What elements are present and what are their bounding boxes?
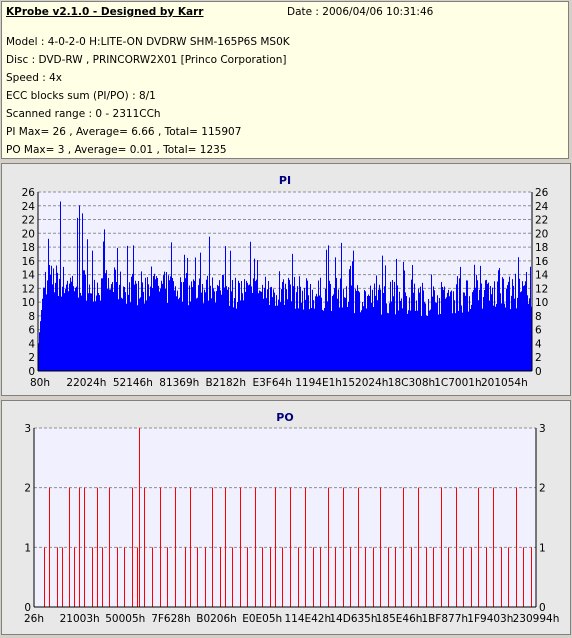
x-tick-label: 114E42h bbox=[284, 613, 331, 625]
x-tick-label: 50005h bbox=[105, 613, 145, 625]
po-chart: PO 0 0 1 1 2 2 3 3 26h 21003h 50005h 7F628h B0206h E0E… bbox=[24, 411, 560, 625]
x-tick-label: E3F64h bbox=[252, 377, 291, 389]
x-tick-label: B0206h bbox=[196, 613, 237, 625]
y-tick-label-left: 12 bbox=[22, 283, 35, 295]
x-tick-label: E0E05h bbox=[242, 613, 282, 625]
x-tick-label: 1BF877h bbox=[421, 613, 468, 625]
x-tick-label: 7F628h bbox=[151, 613, 190, 625]
y-tick-label-right: 26 bbox=[535, 187, 549, 199]
y-tick-label-right: 2 bbox=[539, 483, 546, 495]
x-tick-label: 1F9403h bbox=[467, 613, 513, 625]
y-tick-label-right: 0 bbox=[535, 366, 542, 378]
po-stats: PO Max= 3 , Average= 0.01 , Total= 1235 bbox=[6, 144, 227, 156]
pi-chart-panel: PI 0 0 2 2 4 4 6 6 8 8 10 10 12 12 14 14 16 16 18 18 20 20 22 22… bbox=[1, 163, 571, 396]
y-tick-label-left: 0 bbox=[28, 366, 35, 378]
x-tick-label: 1194E1h bbox=[295, 377, 342, 389]
y-tick-label-left: 18 bbox=[22, 242, 35, 254]
scanned-range: Scanned range : 0 - 2311CCh bbox=[6, 108, 161, 120]
y-tick-label-left: 20 bbox=[22, 228, 35, 240]
y-tick-label-right: 2 bbox=[535, 352, 542, 364]
y-tick-label-right: 6 bbox=[535, 325, 542, 337]
y-tick-label-right: 18 bbox=[535, 242, 548, 254]
y-tick-label-left: 2 bbox=[24, 483, 31, 495]
y-tick-label-right: 0 bbox=[539, 602, 546, 614]
app-title: KProbe v2.1.0 - Designed by Karr bbox=[6, 6, 204, 18]
y-tick-label-left: 6 bbox=[28, 325, 35, 337]
po-chart-panel: PO 0 0 1 1 2 2 3 3 26h 21003h 50005h 7F628h B0206h E0E… bbox=[1, 400, 571, 635]
disc-info: Disc : DVD-RW , PRINCORW2X01 [Princo Cor… bbox=[6, 54, 287, 66]
y-tick-label-left: 14 bbox=[22, 270, 36, 282]
x-tick-label: B2182h bbox=[205, 377, 246, 389]
y-tick-label-right: 1 bbox=[539, 542, 546, 554]
x-tick-label: 1C7001h bbox=[434, 377, 481, 389]
y-tick-label-right: 4 bbox=[535, 338, 542, 350]
y-tick-label-right: 16 bbox=[535, 256, 549, 268]
x-tick-label: 18C308h bbox=[388, 377, 435, 389]
chart-title: PI bbox=[279, 174, 291, 187]
scan-speed: Speed : 4x bbox=[6, 72, 63, 84]
x-tick-label: 152024h bbox=[342, 377, 389, 389]
x-tick-label: 81369h bbox=[159, 377, 199, 389]
y-tick-label-left: 10 bbox=[22, 297, 35, 309]
y-tick-label-left: 1 bbox=[24, 542, 31, 554]
y-tick-label-left: 2 bbox=[28, 352, 35, 364]
y-tick-label-right: 24 bbox=[535, 201, 549, 213]
x-tick-label: 80h bbox=[30, 377, 50, 389]
y-tick-label-left: 24 bbox=[22, 201, 36, 213]
x-tick-label: 230994h bbox=[513, 613, 560, 625]
y-tick-label-left: 8 bbox=[28, 311, 35, 323]
x-tick-label: 26h bbox=[24, 613, 44, 625]
drive-model: Model : 4-0-2-0 H:LITE-ON DVDRW SHM-165P… bbox=[6, 36, 290, 48]
x-tick-label: 14D635h bbox=[329, 613, 377, 625]
x-tick-label: 21003h bbox=[60, 613, 100, 625]
info-panel: KProbe v2.1.0 - Designed by Karr Date : … bbox=[1, 1, 569, 159]
y-tick-label-right: 20 bbox=[535, 228, 548, 240]
x-tick-label: 52146h bbox=[113, 377, 153, 389]
x-tick-label: 185E46h bbox=[376, 613, 423, 625]
y-tick-label-left: 16 bbox=[22, 256, 36, 268]
x-tick-label: 22024h bbox=[66, 377, 106, 389]
scan-date: Date : 2006/04/06 10:31:46 bbox=[287, 6, 434, 18]
y-tick-label-left: 0 bbox=[24, 602, 31, 614]
y-tick-label-left: 26 bbox=[22, 187, 36, 199]
y-tick-label-right: 10 bbox=[535, 297, 548, 309]
y-tick-label-right: 8 bbox=[535, 311, 542, 323]
y-tick-label-right: 14 bbox=[535, 270, 549, 282]
chart-title: PO bbox=[276, 411, 293, 424]
y-tick-label-right: 12 bbox=[535, 283, 548, 295]
y-tick-label-left: 3 bbox=[24, 423, 31, 435]
y-tick-label-left: 4 bbox=[28, 338, 35, 350]
ecc-blocks: ECC blocks sum (PI/PO) : 8/1 bbox=[6, 90, 156, 102]
y-tick-label-left: 22 bbox=[22, 215, 35, 227]
y-tick-label-right: 3 bbox=[539, 423, 546, 435]
pi-stats: PI Max= 26 , Average= 6.66 , Total= 1159… bbox=[6, 126, 242, 138]
y-tick-label-right: 22 bbox=[535, 215, 548, 227]
x-tick-label: 201054h bbox=[481, 377, 528, 389]
